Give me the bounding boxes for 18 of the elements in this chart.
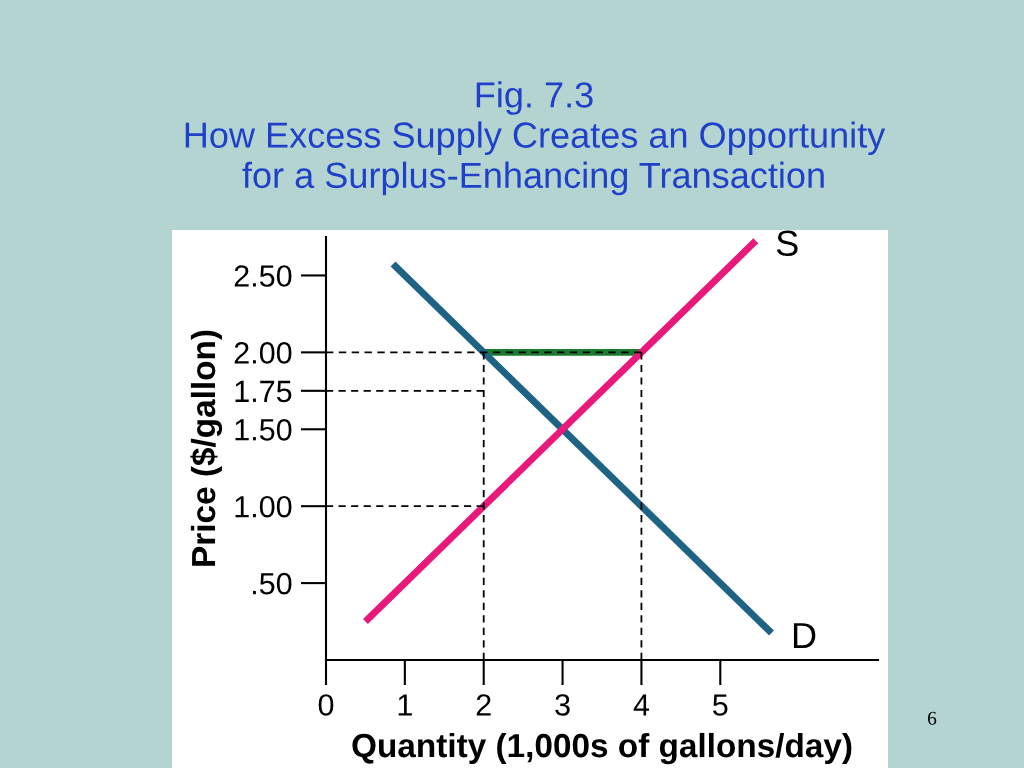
y-tick-label: 2.50 — [234, 265, 292, 287]
chart-title: Fig. 7.3 How Excess Supply Creates an Opportunity for a Surplus-Enhancing Transaction — [185, 81, 886, 196]
annotation: S — [776, 230, 798, 257]
y-tick-label: 1.50 — [235, 419, 292, 441]
x-tick-label: 4 — [633, 694, 650, 716]
y-axis-title: Price ($/gallon) — [190, 330, 223, 566]
y-tick-label: 1.00 — [235, 495, 292, 518]
text: 6 — [927, 711, 937, 725]
y-tick-label: .50 — [252, 572, 292, 595]
x-axis-title: Quantity (1,000s of gallons/day) — [352, 732, 852, 765]
x-tick-label: 3 — [555, 694, 570, 716]
x-tick-label: 2 — [476, 694, 491, 716]
y-tick-label: 2.00 — [234, 342, 292, 364]
y-tick-label: 1.75 — [235, 380, 292, 403]
x-tick-label: 0 — [318, 694, 334, 716]
annotation: D — [793, 623, 816, 648]
x-tick-label: 5 — [713, 694, 728, 716]
x-tick-label: 1 — [398, 694, 412, 716]
